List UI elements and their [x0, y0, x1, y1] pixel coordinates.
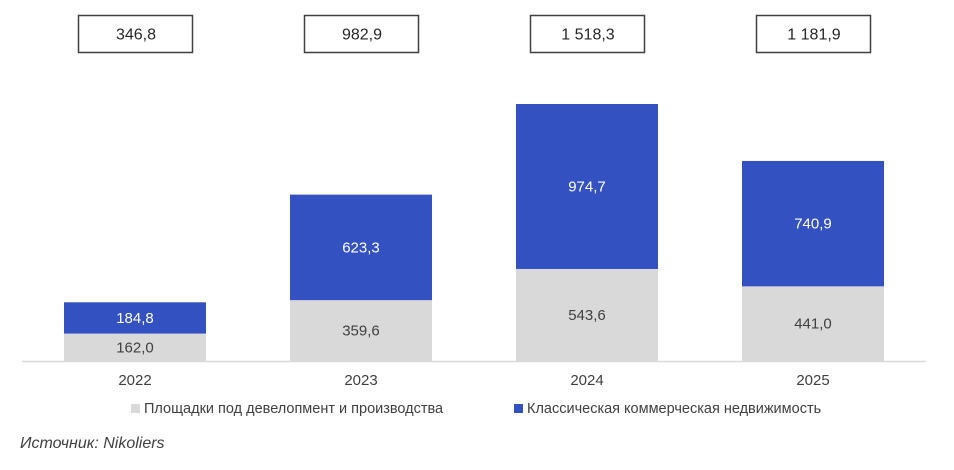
total-box-2023	[303, 14, 420, 54]
totals-layer: 346,8 982,9 1 518,3 1 181,9	[77, 14, 872, 54]
legend-label-commercial: Классическая коммерческая недвижимость	[527, 401, 821, 417]
data-label-commercial-2025: 740,9	[794, 216, 832, 233]
total-label-2022: 346,8	[116, 27, 156, 44]
x-tick-label-2025: 2025	[796, 372, 829, 389]
total-label-2025: 1 181,9	[787, 27, 840, 44]
data-label-development-2022: 162,0	[116, 339, 154, 356]
bar-segment-development-2023	[290, 300, 432, 361]
bar-segment-development-2022	[64, 333, 206, 361]
source-note: Источник: Nikoliers	[20, 435, 165, 452]
data-label-commercial-2023: 623,3	[342, 239, 380, 256]
data-label-development-2025: 441,0	[794, 316, 832, 333]
x-tick-label-2024: 2024	[570, 372, 603, 389]
bars-layer: 162,0 184,8 359,6 623,3 543,6 974,7 441,0 740,9	[64, 104, 884, 361]
bar-segment-commercial-2025	[742, 160, 884, 287]
legend-swatch-development	[131, 404, 140, 413]
bar-segment-commercial-2023	[290, 194, 432, 301]
bar-segment-development-2025	[742, 286, 884, 361]
bar-segment-commercial-2022	[64, 302, 206, 334]
legend-label-development: Площадки под девелопмент и производства	[144, 401, 444, 417]
total-label-2023: 982,9	[342, 27, 382, 44]
data-label-development-2024: 543,6	[568, 307, 606, 324]
bar-segment-development-2024	[516, 268, 658, 361]
data-label-development-2023: 359,6	[342, 323, 380, 340]
data-label-commercial-2024: 974,7	[568, 178, 606, 195]
total-label-2024: 1 518,3	[561, 27, 614, 44]
stacked-bar-chart: 346,8 982,9 1 518,3 1 181,9 162,0 184,8 359,6…	[22, 14, 926, 417]
bar-segment-commercial-2024	[516, 104, 658, 269]
total-box-2025	[755, 14, 872, 54]
legend: Площадки под девелопмент и производства К…	[131, 401, 821, 417]
total-box-2022	[77, 14, 194, 54]
total-box-2024	[529, 14, 646, 54]
x-tick-labels: 2022 2023 2024 2025	[118, 372, 829, 389]
data-label-commercial-2022: 184,8	[116, 310, 154, 327]
legend-swatch-commercial	[514, 404, 523, 413]
x-tick-label-2022: 2022	[118, 372, 151, 389]
x-tick-label-2023: 2023	[344, 372, 377, 389]
